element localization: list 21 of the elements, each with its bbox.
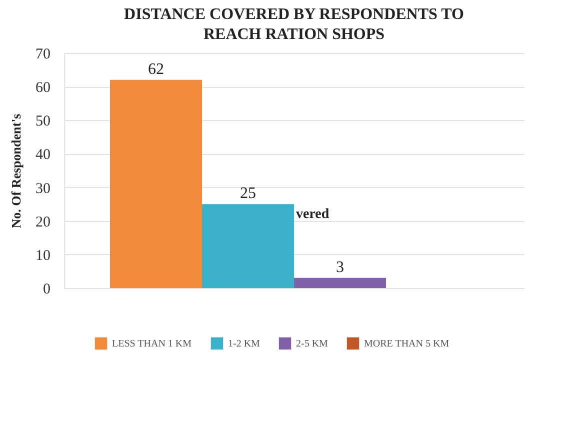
legend-label: 2-5 KM <box>296 338 328 350</box>
legend-label: 1-2 KM <box>228 338 260 350</box>
data-label: 25 <box>240 185 256 202</box>
y-axis-title: No. Of Respondent's <box>8 114 24 228</box>
data-label: 3 <box>336 258 344 276</box>
y-tick-label: 70 <box>36 46 50 62</box>
bar <box>202 204 294 288</box>
data-label: 62 <box>148 60 164 78</box>
bar <box>110 80 202 288</box>
legend-label: MORE THAN 5 KM <box>364 338 450 350</box>
y-tick-label: 0 <box>43 282 50 298</box>
y-tick-label: 20 <box>36 214 50 230</box>
y-tick-label: 10 <box>36 248 50 264</box>
bar <box>294 278 386 288</box>
y-tick-label: 30 <box>36 180 50 197</box>
legend-label: LESS THAN 1 KM <box>112 338 192 350</box>
y-tick-label: 40 <box>36 147 50 164</box>
y-tick-label: 60 <box>36 80 50 96</box>
annotation: vered <box>296 207 330 222</box>
chart-title: DISTANCE COVERED BY RESPONDENTS TO REACH RATION SHOPS <box>124 6 464 43</box>
y-tick-label: 50 <box>36 114 50 130</box>
